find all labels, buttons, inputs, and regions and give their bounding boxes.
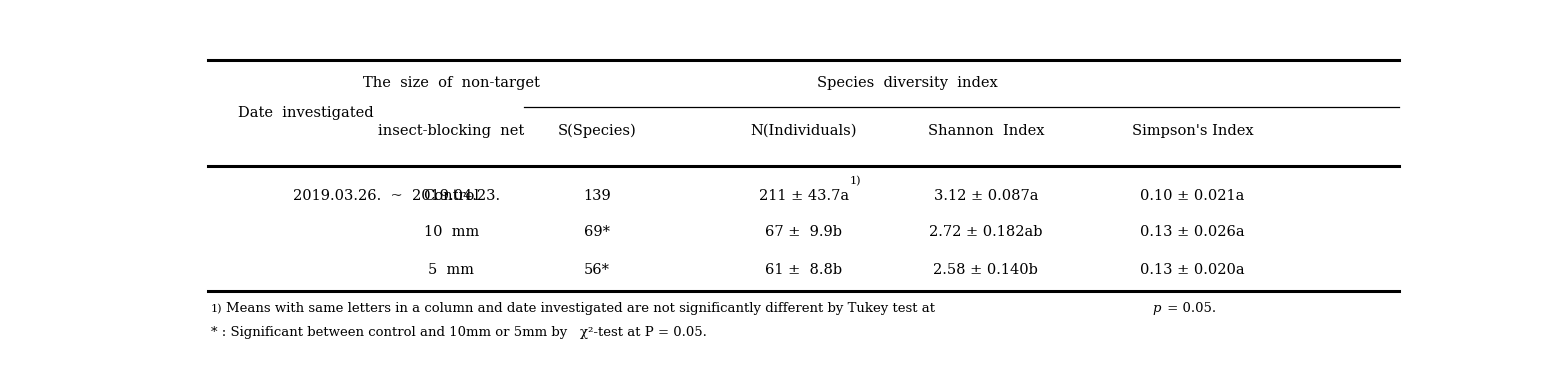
- Text: 3.12 ± 0.087a: 3.12 ± 0.087a: [933, 189, 1038, 203]
- Text: p: p: [1152, 302, 1160, 315]
- Text: Date  investigated: Date investigated: [238, 106, 373, 120]
- Text: 69*: 69*: [583, 225, 610, 239]
- Text: 5  mm: 5 mm: [428, 263, 474, 277]
- Text: 10  mm: 10 mm: [423, 225, 478, 239]
- Text: Means with same letters in a column and date investigated are not significantly : Means with same letters in a column and …: [226, 302, 936, 315]
- Text: 0.10 ± 0.021a: 0.10 ± 0.021a: [1140, 189, 1245, 203]
- Text: = 0.05.: = 0.05.: [1163, 302, 1217, 315]
- Text: * : Significant between control and 10mm or 5mm by   χ²-test at P = 0.05.: * : Significant between control and 10mm…: [210, 326, 707, 339]
- Text: Control: Control: [423, 189, 480, 203]
- Text: 2.72 ± 0.182ab: 2.72 ± 0.182ab: [930, 225, 1043, 239]
- Text: 2019.03.26.  ~  2019.04.23.: 2019.03.26. ~ 2019.04.23.: [293, 189, 500, 203]
- Text: 0.13 ± 0.020a: 0.13 ± 0.020a: [1140, 263, 1245, 277]
- Text: Shannon  Index: Shannon Index: [928, 124, 1044, 138]
- Text: 61 ±  8.8b: 61 ± 8.8b: [765, 263, 842, 277]
- Text: S(Species): S(Species): [558, 123, 637, 138]
- Text: Species  diversity  index: Species diversity index: [817, 75, 997, 89]
- Text: 1): 1): [210, 303, 223, 314]
- Text: 2.58 ± 0.140b: 2.58 ± 0.140b: [933, 263, 1038, 277]
- Text: insect-blocking  net: insect-blocking net: [378, 124, 524, 138]
- Text: Simpson's Index: Simpson's Index: [1132, 124, 1253, 138]
- Text: 1): 1): [850, 176, 861, 186]
- Text: N(Individuals): N(Individuals): [751, 124, 856, 138]
- Text: 67 ±  9.9b: 67 ± 9.9b: [765, 225, 842, 239]
- Text: 0.13 ± 0.026a: 0.13 ± 0.026a: [1140, 225, 1245, 239]
- Text: The  size  of  non-target: The size of non-target: [362, 75, 539, 89]
- Text: 139: 139: [583, 189, 612, 203]
- Text: 211 ± 43.7a: 211 ± 43.7a: [759, 189, 848, 203]
- Text: 56*: 56*: [583, 263, 610, 277]
